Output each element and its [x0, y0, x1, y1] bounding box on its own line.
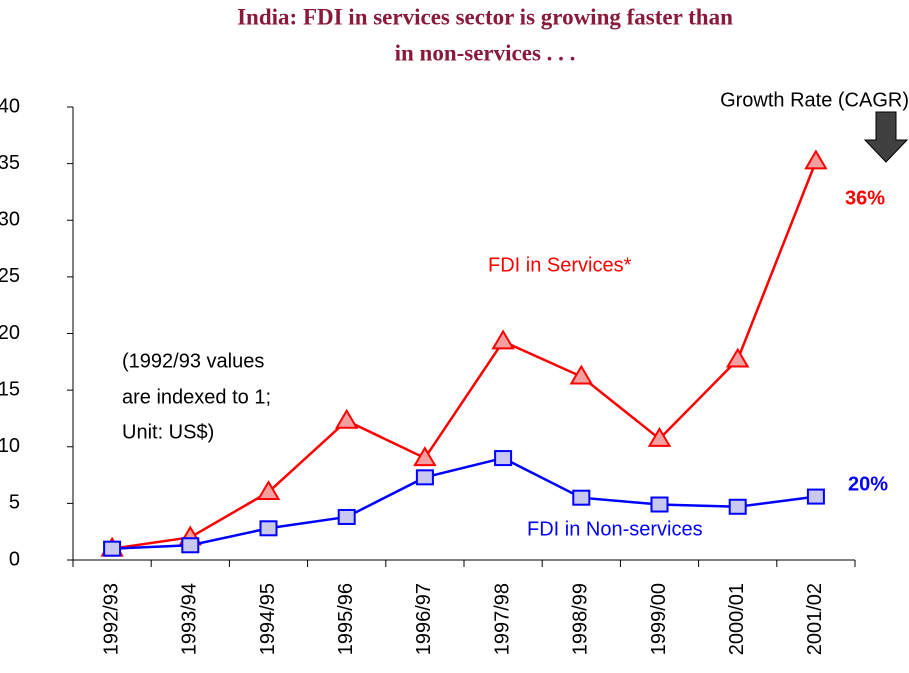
y-tick-label: 10: [0, 435, 20, 457]
marker: [572, 489, 591, 506]
note: Unit: US$): [122, 421, 214, 443]
marker: [181, 537, 200, 554]
down-arrow: [863, 111, 909, 163]
marker: [337, 508, 356, 525]
x-tick-label: 2001/02: [804, 583, 826, 655]
growth-label: 20%: [848, 473, 888, 495]
marker: [259, 520, 278, 537]
x-tick-label: 1998/99: [570, 583, 592, 655]
note: are indexed to 1;: [122, 386, 271, 408]
marker: [647, 426, 672, 447]
series-line: [112, 456, 817, 550]
y-tick-label: 15: [0, 378, 20, 400]
marker: [804, 149, 828, 170]
x-tick-label: 1995/96: [335, 583, 357, 655]
marker: [491, 329, 515, 350]
series-label: FDI in Non-services: [527, 518, 703, 540]
marker: [494, 450, 513, 467]
marker: [415, 469, 434, 486]
x-tick-label: 1993/94: [179, 583, 201, 655]
y-tick-label: 30: [0, 209, 20, 231]
x-tick-label: 2000/01: [726, 583, 748, 655]
y-tick-label: 35: [0, 152, 20, 174]
series-label: FDI in Services*: [488, 254, 632, 276]
marker: [725, 347, 750, 368]
y-tick-label: 5: [9, 492, 20, 514]
marker: [806, 488, 825, 505]
chart-title: India: FDI in services sector is growing…: [237, 4, 733, 29]
marker: [256, 480, 281, 501]
chart-title: in non-services . . .: [395, 40, 576, 65]
x-tick-label: 1992/93: [100, 583, 122, 655]
note: (1992/93 values: [122, 350, 264, 372]
marker: [103, 540, 122, 557]
marker: [650, 496, 669, 513]
x-tick-label: 1996/97: [413, 583, 435, 655]
growth-label: 36%: [845, 187, 885, 209]
series-line: [111, 160, 818, 550]
x-tick-label: 1997/98: [491, 583, 513, 655]
y-tick-label: 40: [0, 95, 20, 117]
x-tick-label: 1994/95: [257, 583, 279, 655]
marker: [728, 498, 747, 515]
growth-header: Growth Rate (CAGR): [720, 89, 909, 111]
marker: [569, 364, 594, 385]
y-tick-label: 20: [0, 322, 20, 344]
marker: [413, 446, 437, 467]
y-tick-label: 0: [9, 548, 20, 570]
x-tick-label: 1999/00: [648, 583, 670, 655]
y-tick-label: 25: [0, 265, 20, 287]
marker: [334, 408, 359, 429]
